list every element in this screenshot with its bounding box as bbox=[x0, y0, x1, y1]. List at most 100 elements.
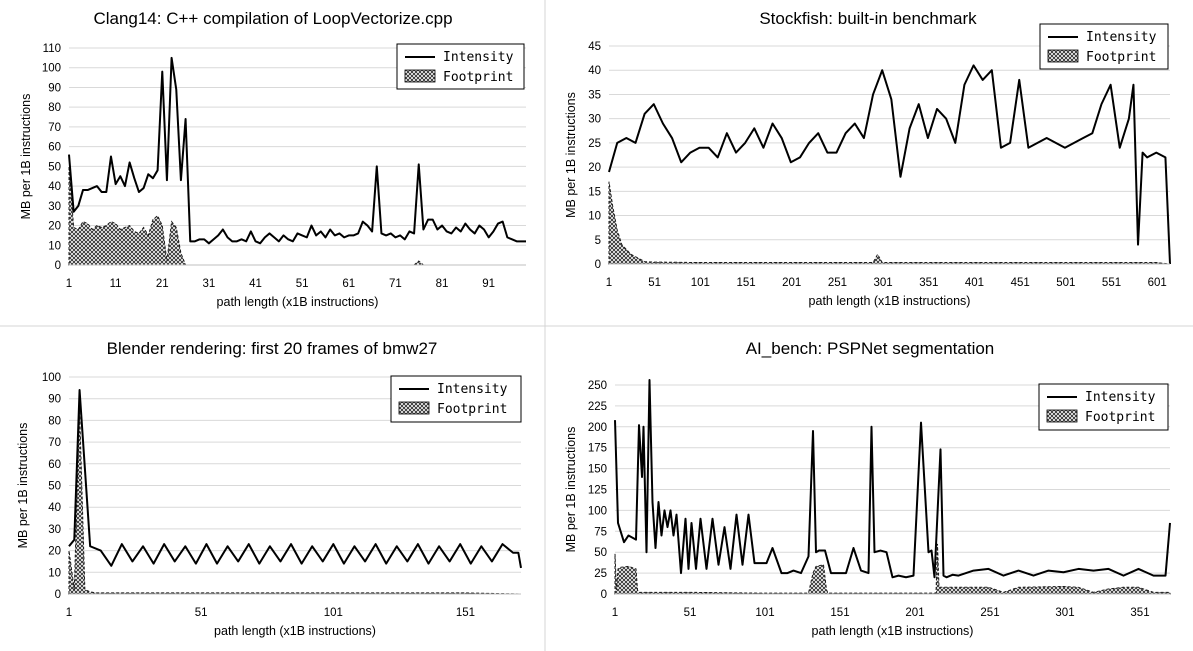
legend: Intensity Footprint bbox=[1038, 383, 1169, 431]
x-tick-label: 51 bbox=[195, 607, 208, 619]
y-tick-label: 60 bbox=[48, 459, 61, 471]
y-tick-label: 70 bbox=[48, 437, 61, 449]
intensity-line bbox=[68, 389, 522, 569]
legend-footprint-swatch bbox=[1046, 409, 1078, 423]
y-tick-label: 100 bbox=[42, 372, 61, 384]
x-tick-label: 1 bbox=[612, 607, 618, 619]
intensity-line bbox=[614, 378, 1171, 579]
legend: Intensity Footprint bbox=[1039, 23, 1169, 70]
legend-footprint-swatch bbox=[1047, 49, 1079, 63]
chart-title: Stockfish: built-in benchmark bbox=[759, 9, 977, 28]
x-tick-label: 201 bbox=[782, 277, 801, 289]
x-tick-label: 151 bbox=[456, 607, 475, 619]
y-tick-label: 40 bbox=[48, 181, 61, 193]
y-tick-label: 45 bbox=[588, 41, 601, 53]
y-tick-label: 150 bbox=[588, 464, 607, 476]
y-tick-label: 10 bbox=[48, 567, 61, 579]
x-axis-label: path length (x1B instructions) bbox=[809, 294, 971, 308]
x-tick-label: 451 bbox=[1011, 277, 1030, 289]
legend-footprint-label: Footprint bbox=[443, 70, 513, 85]
x-tick-label: 41 bbox=[249, 278, 262, 290]
y-tick-label: 25 bbox=[594, 568, 607, 580]
x-tick-label: 301 bbox=[874, 277, 893, 289]
legend-intensity-label: Intensity bbox=[443, 50, 514, 65]
x-tick-label: 501 bbox=[1056, 277, 1075, 289]
y-tick-label: 50 bbox=[48, 481, 61, 493]
x-axis-label: path length (x1B instructions) bbox=[812, 624, 974, 638]
y-axis-label: MB per 1B instructions bbox=[19, 94, 33, 220]
legend-footprint-label: Footprint bbox=[1086, 50, 1156, 65]
y-tick-label: 110 bbox=[43, 43, 61, 55]
y-tick-label: 30 bbox=[48, 524, 61, 536]
x-tick-label: 91 bbox=[482, 278, 495, 290]
x-tick-label: 601 bbox=[1148, 277, 1167, 289]
x-tick-label: 151 bbox=[830, 607, 849, 619]
y-tick-label: 0 bbox=[601, 589, 607, 601]
x-tick-label: 251 bbox=[980, 607, 999, 619]
x-tick-label: 21 bbox=[156, 278, 169, 290]
chart-title: AI_bench: PSPNet segmentation bbox=[746, 339, 995, 358]
x-tick-label: 151 bbox=[736, 277, 755, 289]
footprint-area bbox=[68, 409, 522, 595]
legend-footprint-swatch bbox=[404, 69, 436, 83]
footprint-area bbox=[68, 166, 526, 266]
y-tick-label: 90 bbox=[48, 394, 61, 406]
y-tick-label: 35 bbox=[588, 89, 601, 101]
y-tick-label: 0 bbox=[595, 259, 601, 271]
legend-footprint-label: Footprint bbox=[1085, 410, 1155, 425]
x-tick-label: 81 bbox=[436, 278, 449, 290]
legend-intensity-label: Intensity bbox=[1085, 390, 1156, 405]
y-tick-label: 250 bbox=[588, 380, 607, 392]
y-tick-label: 50 bbox=[48, 161, 61, 173]
legend-intensity-label: Intensity bbox=[437, 382, 508, 397]
y-tick-label: 100 bbox=[42, 63, 61, 75]
y-tick-label: 10 bbox=[588, 211, 601, 223]
chart-title: Clang14: C++ compilation of LoopVectoriz… bbox=[93, 9, 452, 28]
x-tick-label: 101 bbox=[691, 277, 710, 289]
y-tick-label: 80 bbox=[48, 102, 61, 114]
y-tick-label: 175 bbox=[588, 443, 607, 455]
x-tick-label: 201 bbox=[905, 607, 924, 619]
y-tick-label: 100 bbox=[588, 505, 607, 517]
y-tick-label: 30 bbox=[48, 201, 61, 213]
y-tick-label: 40 bbox=[588, 65, 601, 77]
legend: Intensity Footprint bbox=[390, 375, 522, 423]
x-axis-label: path length (x1B instructions) bbox=[217, 295, 379, 309]
y-axis-label: MB per 1B instructions bbox=[564, 92, 578, 218]
legend-intensity-label: Intensity bbox=[1086, 30, 1157, 45]
y-tick-label: 75 bbox=[594, 526, 607, 538]
y-tick-label: 0 bbox=[55, 260, 61, 272]
x-tick-label: 61 bbox=[342, 278, 355, 290]
x-tick-label: 101 bbox=[324, 607, 343, 619]
x-tick-label: 401 bbox=[965, 277, 984, 289]
footprint-area bbox=[608, 181, 1171, 265]
legend-footprint-label: Footprint bbox=[437, 402, 507, 417]
y-tick-label: 125 bbox=[588, 485, 607, 497]
x-tick-label: 1 bbox=[66, 607, 72, 619]
y-tick-label: 70 bbox=[48, 122, 61, 134]
x-axis-label: path length (x1B instructions) bbox=[214, 624, 376, 638]
x-tick-label: 251 bbox=[828, 277, 847, 289]
y-tick-label: 20 bbox=[48, 546, 61, 558]
x-tick-label: 71 bbox=[389, 278, 402, 290]
y-axis-label: MB per 1B instructions bbox=[564, 427, 578, 553]
y-tick-label: 30 bbox=[588, 114, 601, 126]
x-tick-label: 1 bbox=[606, 277, 612, 289]
x-tick-label: 51 bbox=[296, 278, 309, 290]
x-tick-label: 301 bbox=[1055, 607, 1074, 619]
intensity-line bbox=[608, 64, 1171, 265]
x-tick-label: 351 bbox=[919, 277, 938, 289]
y-tick-label: 200 bbox=[588, 422, 607, 434]
x-tick-label: 101 bbox=[755, 607, 774, 619]
y-tick-label: 20 bbox=[588, 162, 601, 174]
y-tick-label: 50 bbox=[594, 547, 607, 559]
chart-title: Blender rendering: first 20 frames of bm… bbox=[107, 339, 438, 358]
y-tick-label: 10 bbox=[48, 240, 61, 252]
legend: Intensity Footprint bbox=[396, 43, 525, 90]
y-tick-label: 5 bbox=[595, 235, 601, 247]
x-tick-label: 11 bbox=[110, 278, 122, 290]
